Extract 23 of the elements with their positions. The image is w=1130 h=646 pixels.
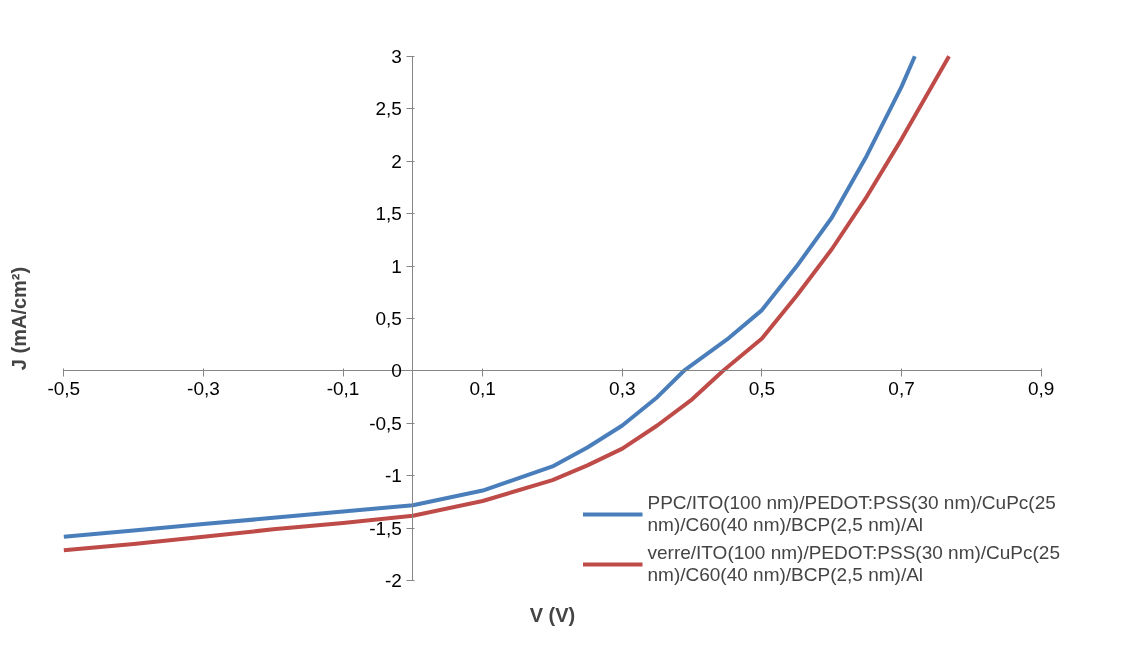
y-axis-title: J (mA/cm²) xyxy=(7,266,30,371)
y-tick-label: 1 xyxy=(391,255,402,277)
y-tick-label: 2 xyxy=(391,150,402,172)
legend-label: PPC/ITO(100 nm)/PEDOT:PSS(30 nm)/CuPc(25 nm)/C60(40 nm)/BCP(2,5 nm)/Al xyxy=(647,492,1056,536)
x-axis-title: V (V) xyxy=(529,603,576,626)
y-tick-label: 3 xyxy=(391,45,402,67)
y-tick-label: 2,5 xyxy=(375,98,402,120)
x-tick-label: -0,5 xyxy=(47,377,81,399)
y-tick-label: -2 xyxy=(384,570,402,592)
y-tick-label: 1,5 xyxy=(375,203,402,225)
x-tick-label: 0,7 xyxy=(888,377,915,399)
y-tick-label: 0,5 xyxy=(375,308,402,329)
legend-label: verre/ITO(100 nm)/PEDOT:PSS(30 nm)/CuPc(25 nm)/C60(40 nm)/BCP(2,5 nm)/Al xyxy=(647,542,1060,586)
x-tick-label: 0,9 xyxy=(1027,377,1055,399)
y-tick-label: -0,5 xyxy=(369,412,402,434)
x-tick-label: 0,3 xyxy=(609,377,636,399)
y-tick-label: -1,5 xyxy=(369,517,402,539)
x-tick-label: -0,1 xyxy=(326,377,360,399)
x-tick-label: 0,5 xyxy=(748,377,776,399)
y-tick-label: -1 xyxy=(384,465,402,487)
y-tick-label: 0 xyxy=(391,360,402,382)
x-tick-label: -0,3 xyxy=(187,377,220,399)
x-tick-label: 0,1 xyxy=(469,377,496,399)
